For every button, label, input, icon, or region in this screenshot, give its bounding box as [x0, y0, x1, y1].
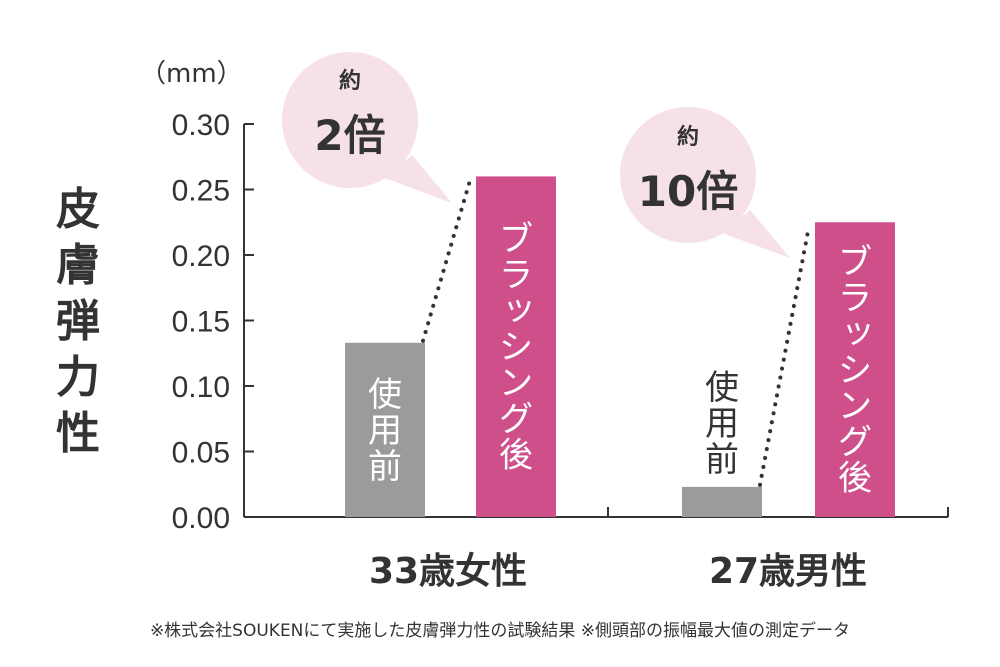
y-axis-label-char: 力 [56, 352, 100, 403]
y-tick-label: 0.30 [172, 109, 230, 142]
y-tick-label: 0.00 [172, 502, 230, 535]
bar-label-char: ブ [499, 220, 533, 260]
callout-multiplier: 2倍 [314, 111, 385, 160]
y-tick-label: 0.15 [172, 306, 230, 339]
callout-prefix: 約 [677, 124, 699, 150]
callout-prefix: 約 [339, 68, 361, 94]
bar-label-char: 使 [368, 375, 402, 415]
y-axis-unit: （mm） [140, 59, 243, 89]
callout-bubble [620, 107, 756, 243]
bar-after [815, 222, 895, 517]
bar-label-char: 使 [705, 368, 739, 408]
bar-label-char: ン [499, 364, 533, 404]
y-axis-label-char: 膚 [56, 240, 100, 291]
bar-label-char: ブ [838, 243, 872, 283]
category-label: 33歳女性 [369, 551, 527, 592]
y-axis-label-char: 皮 [56, 184, 100, 235]
bar-before [345, 342, 425, 517]
bar-label-char: ッ [841, 312, 875, 352]
bar-label-char: シ [499, 328, 533, 368]
bar-label-char: グ [499, 400, 533, 440]
y-tick-label: 0.05 [172, 437, 230, 470]
callout-multiplier: 10倍 [638, 167, 738, 216]
callout-bubble-tail [722, 210, 790, 258]
bar-after [476, 176, 556, 517]
callout-bubble [282, 52, 418, 188]
bar-label-char: 用 [368, 411, 402, 451]
bar-label-char: シ [838, 351, 872, 391]
bar-label-char: グ [838, 423, 872, 463]
y-tick-label: 0.20 [172, 240, 230, 273]
bar-label-char: ッ [502, 289, 536, 329]
dotted-connector [421, 178, 472, 343]
y-axis-label-char: 弾 [56, 296, 100, 347]
y-tick-label: 0.25 [172, 175, 230, 208]
y-axis-label-char: 性 [56, 408, 100, 459]
category-label: 27歳男性 [709, 551, 867, 592]
y-tick-label: 0.10 [172, 371, 230, 404]
dotted-connector [758, 224, 811, 487]
bar-label-char: 用 [705, 404, 739, 444]
bar-label-char: 前 [368, 447, 402, 487]
bar-before [682, 486, 762, 517]
callout-bubble-tail [385, 155, 452, 203]
footnote: ※株式会社SOUKENにて実施した皮膚弾力性の試験結果 ※側頭部の振幅最大値の測… [149, 621, 851, 641]
bar-label-char: ラ [499, 256, 533, 296]
bar-label-char: 後 [838, 459, 872, 499]
bar-label-char: 前 [705, 440, 739, 480]
bar-label-char: 後 [499, 436, 533, 476]
bar-label-char: ラ [838, 279, 872, 319]
bar-label-char: ン [838, 387, 872, 427]
